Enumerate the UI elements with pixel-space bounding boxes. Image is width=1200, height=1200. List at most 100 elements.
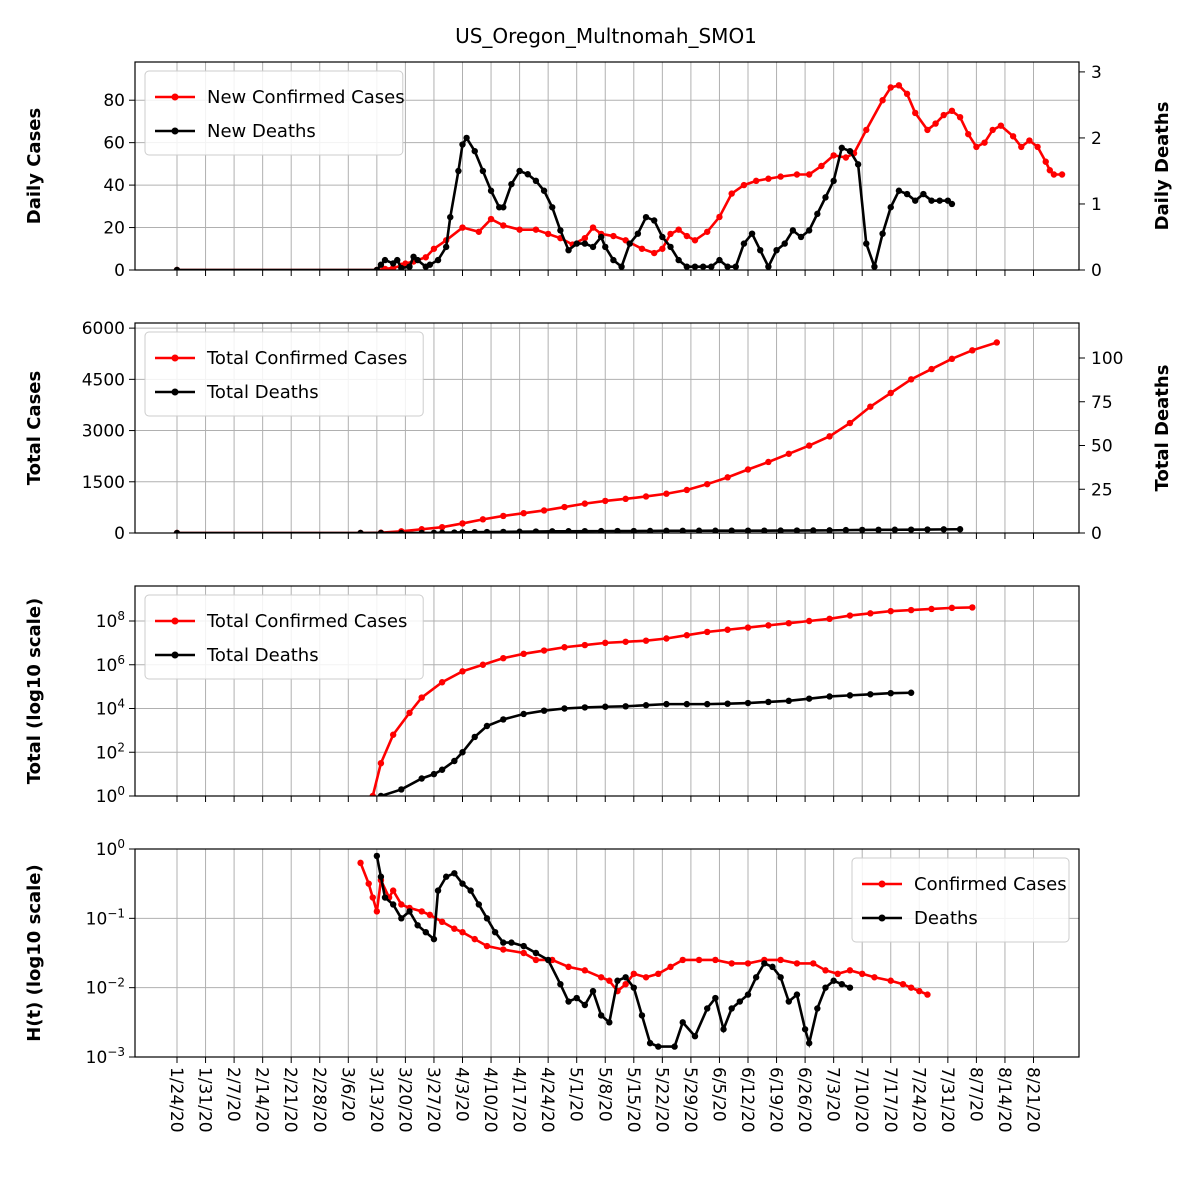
x-tick-label: 3/20/20 xyxy=(394,1067,414,1133)
plot-frame xyxy=(134,322,1080,534)
y2-tick-label: 75 xyxy=(1091,393,1113,413)
data-point xyxy=(622,974,629,981)
legend-label: New Deaths xyxy=(207,121,316,142)
x-tick-label: 5/22/20 xyxy=(651,1067,671,1133)
data-point xyxy=(642,493,650,500)
y-tick-label: 0 xyxy=(114,524,125,544)
data-point xyxy=(969,347,976,354)
data-point xyxy=(508,939,515,946)
y-tick-label: 10−3 xyxy=(86,1045,125,1068)
data-point xyxy=(438,529,446,533)
data-point xyxy=(479,167,487,175)
data-point xyxy=(459,224,466,231)
data-point xyxy=(418,529,425,533)
x-tick-label: 6/12/20 xyxy=(737,1067,757,1133)
data-point xyxy=(704,480,711,488)
data-point xyxy=(801,1026,809,1033)
y2-tick-label: 50 xyxy=(1091,437,1113,457)
y2-tick-label: 2 xyxy=(1091,129,1102,149)
data-point xyxy=(891,526,899,533)
data-point xyxy=(744,527,752,533)
data-point xyxy=(173,529,181,533)
data-point xyxy=(451,757,458,765)
data-point xyxy=(369,792,376,796)
data-point xyxy=(483,915,491,922)
y2-tick-label: 0 xyxy=(1091,261,1102,281)
data-point xyxy=(785,450,792,457)
data-point xyxy=(516,167,523,175)
data-point xyxy=(863,126,870,134)
data-point xyxy=(867,610,874,617)
data-point xyxy=(418,775,425,782)
data-point xyxy=(805,695,813,702)
y2-tick-label: 0 xyxy=(1091,524,1102,544)
data-point xyxy=(398,529,405,533)
data-point xyxy=(357,529,364,533)
x-tick-label: 8/21/20 xyxy=(1023,1067,1043,1133)
x-tick-label: 8/14/20 xyxy=(994,1067,1014,1133)
data-point xyxy=(634,230,642,237)
data-point xyxy=(744,960,752,967)
data-point xyxy=(602,243,609,251)
legend-label: Total Confirmed Cases xyxy=(206,611,407,632)
data-point xyxy=(765,458,772,466)
data-point xyxy=(887,689,894,697)
data-point xyxy=(447,213,454,221)
x-tick-label: 6/5/20 xyxy=(708,1067,728,1122)
data-point xyxy=(561,503,568,511)
series-group xyxy=(357,852,931,1050)
x-tick-label: 7/10/20 xyxy=(851,1067,871,1133)
data-point xyxy=(805,1039,813,1047)
legend-marker xyxy=(171,388,179,396)
legend-box xyxy=(144,594,424,680)
data-point xyxy=(769,963,776,971)
data-point xyxy=(418,694,425,701)
data-point xyxy=(430,245,438,252)
data-point xyxy=(500,512,507,520)
data-point xyxy=(761,527,768,533)
y2-tick-label: 100 xyxy=(1091,349,1123,369)
data-point xyxy=(781,240,788,247)
data-point xyxy=(846,612,854,619)
y-tick-label: 100 xyxy=(96,837,125,860)
data-point xyxy=(581,967,589,974)
data-point xyxy=(785,619,792,627)
x-tick-label: 8/7/20 xyxy=(965,1067,985,1122)
data-point xyxy=(422,929,429,936)
data-point xyxy=(487,215,495,223)
series-line xyxy=(371,606,973,796)
data-point xyxy=(394,256,401,264)
legend-box xyxy=(144,331,424,417)
data-point xyxy=(532,177,540,185)
data-point xyxy=(838,981,846,988)
data-point xyxy=(887,204,894,211)
data-point xyxy=(602,497,609,505)
data-point xyxy=(659,245,666,252)
data-point xyxy=(565,998,572,1005)
legend-marker xyxy=(878,914,886,922)
data-point xyxy=(520,949,527,957)
data-point xyxy=(691,263,699,270)
plot-frame xyxy=(134,61,1080,271)
data-point xyxy=(736,998,744,1005)
x-tick-label: 4/10/20 xyxy=(480,1067,500,1133)
data-point xyxy=(887,84,894,91)
data-point xyxy=(814,1005,821,1012)
legend: Confirmed Cases Deaths xyxy=(851,857,1070,943)
data-point xyxy=(532,956,540,964)
data-point xyxy=(422,254,429,261)
x-tick-label: 2/21/20 xyxy=(280,1067,300,1133)
data-point xyxy=(581,234,589,242)
data-point xyxy=(500,939,507,946)
x-tick-label: 4/17/20 xyxy=(509,1067,529,1133)
data-point xyxy=(1046,167,1054,174)
data-point xyxy=(642,213,650,221)
data-point xyxy=(398,786,405,793)
data-point xyxy=(471,935,478,943)
data-point xyxy=(846,967,854,974)
data-point xyxy=(830,977,837,984)
data-point xyxy=(871,263,878,270)
data-point xyxy=(728,190,735,197)
data-point xyxy=(610,232,617,240)
data-point xyxy=(728,960,735,967)
